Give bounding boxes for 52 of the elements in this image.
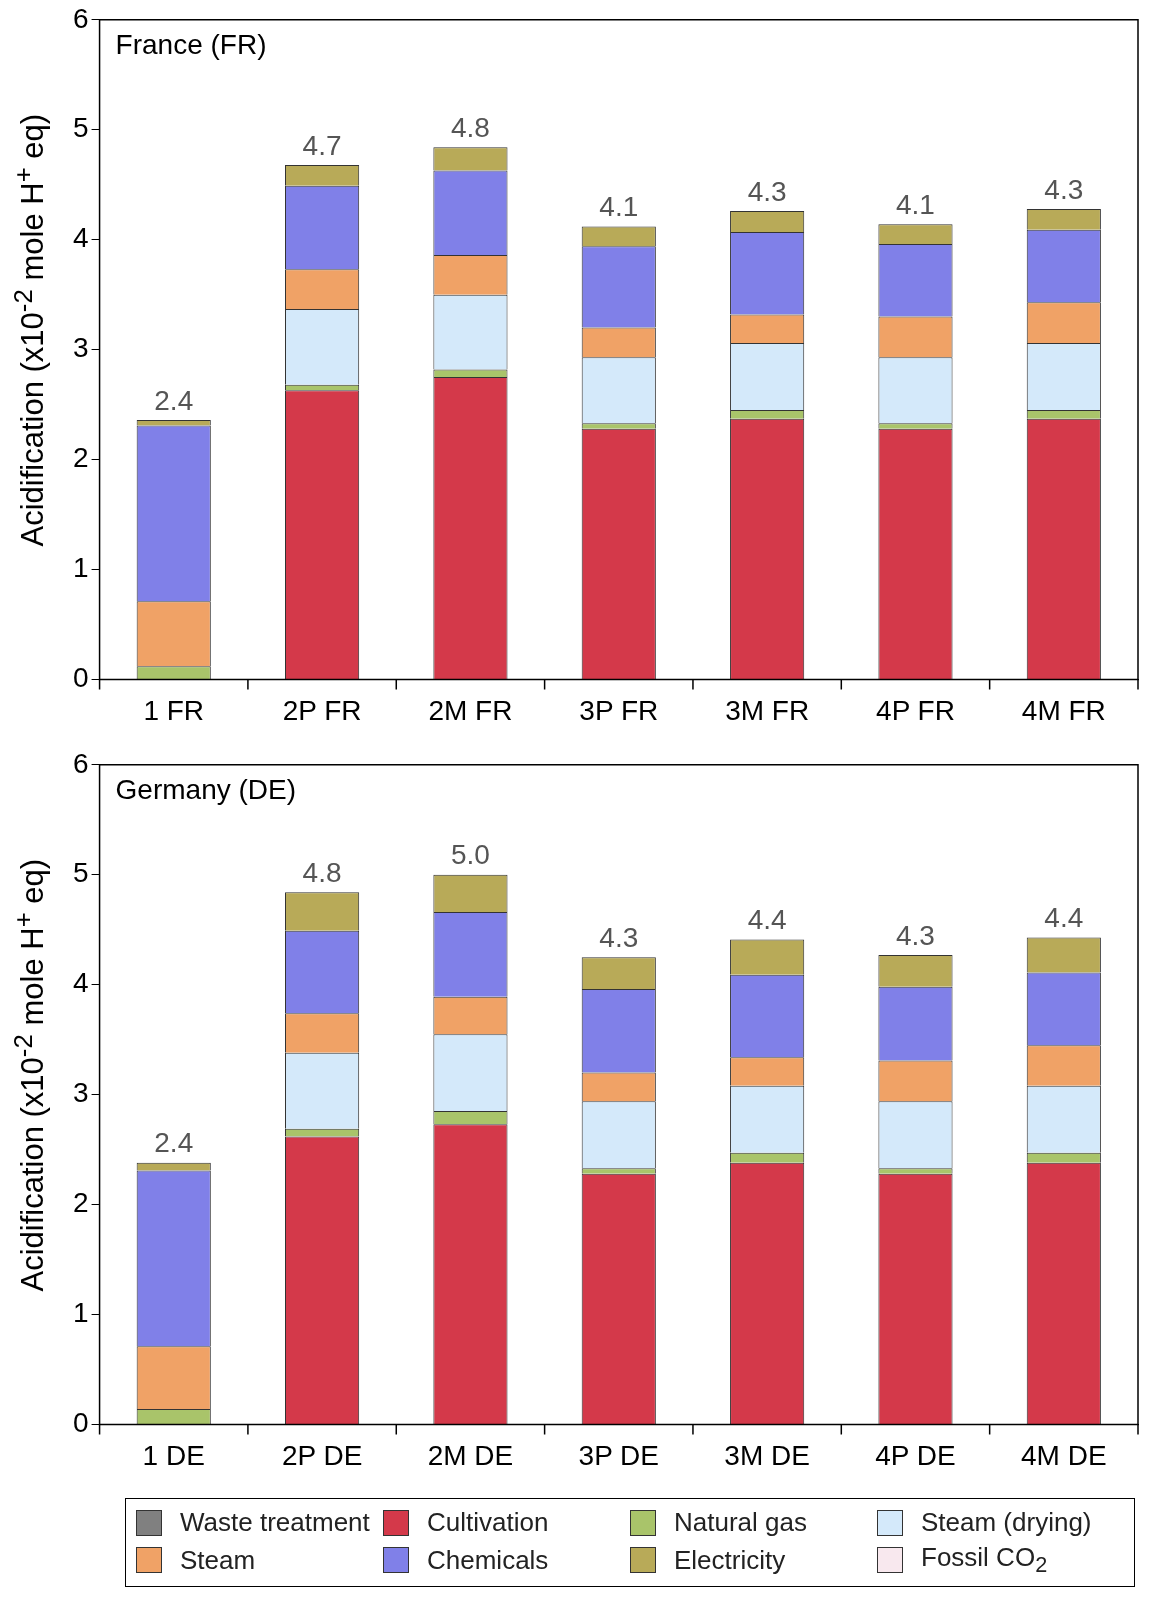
x-tick-label: 2M FR [428,694,513,726]
total-label: 4.1 [599,191,639,223]
x-tick-label: 3M FR [725,694,810,726]
x-tick-label: 4M FR [1021,694,1106,726]
y-tick-label: 4 [72,967,89,999]
y-tick-label: 3 [72,1077,89,1109]
total-label: 4.8 [450,112,490,144]
y-tick-label: 5 [72,112,89,144]
y-tick-label: 2 [72,442,89,474]
y-tick-label: 3 [72,332,89,364]
legend-label: Steam (drying) [921,1507,1092,1538]
chart-title: Germany (DE) [115,773,297,805]
legend-label: Steam [180,1544,256,1576]
legend-label: Electricity [674,1544,786,1576]
y-tick-label: 4 [72,222,89,254]
legend-label: Cultivation [427,1507,549,1538]
y-tick-label: 5 [72,857,89,889]
x-tick-label: 1 FR [143,694,205,726]
y-tick-label: 6 [72,2,89,34]
total-label: 4.3 [1044,173,1084,205]
x-tick-label: 2M DE [427,1439,514,1471]
x-tick-label: 4P DE [875,1439,956,1471]
total-label: 4.4 [747,904,787,936]
x-tick-label: 3M DE [724,1439,810,1471]
total-label: 2.4 [154,1127,194,1159]
x-tick-label: 2P FR [282,694,362,726]
y-tick-label: 2 [72,1187,89,1219]
x-tick-label: 2P DE [281,1439,363,1471]
total-label: 4.8 [302,857,342,889]
x-tick-label: 4M DE [1021,1439,1107,1471]
total-label: 4.3 [599,921,639,953]
total-label: 4.3 [896,919,935,951]
total-label: 4.3 [747,175,787,207]
legend-label: Natural gas [674,1507,807,1538]
x-tick-label: 1 DE [142,1439,205,1471]
y-tick-label: 1 [72,552,89,584]
x-tick-label: 3P DE [578,1439,659,1471]
total-label: 4.4 [1044,902,1084,934]
y-tick-label: 1 [72,1297,89,1329]
chart-title: France (FR) [115,28,267,60]
y-tick-label: 6 [72,747,89,779]
total-label: 2.4 [154,384,194,416]
legend-label: Chemicals [427,1544,549,1576]
x-tick-label: 3P FR [579,694,659,726]
total-label: 4.7 [302,129,342,161]
x-tick-label: 4P FR [876,694,955,726]
total-label: 5.0 [450,839,490,871]
total-label: 4.1 [896,188,935,220]
y-tick-label: 0 [72,662,89,694]
y-tick-label: 0 [72,1407,89,1439]
legend-label: Fossil CO$_{2}$ [921,1542,1048,1579]
legend-label: Waste treatment [180,1507,370,1538]
